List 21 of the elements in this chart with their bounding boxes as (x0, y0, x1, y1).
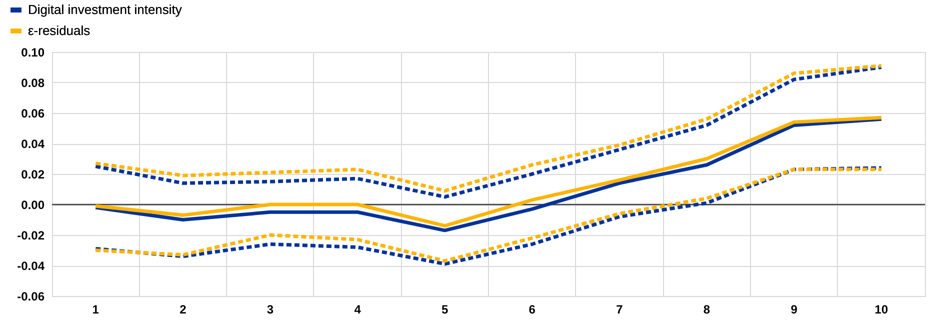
x-tick-label: 5 (442, 302, 449, 316)
y-tick-label: 0.02 (21, 168, 45, 182)
y-tick-label: -0.04 (17, 259, 45, 273)
y-tick-label: 0.10 (21, 46, 45, 60)
y-tick-label: -0.06 (17, 290, 45, 304)
x-tick-label: 6 (528, 302, 536, 316)
y-tick-label: -0.02 (17, 228, 45, 242)
x-tick-label: 3 (266, 302, 274, 316)
x-tick-label: 8 (703, 302, 710, 316)
legend-label: Digital investment intensity (28, 2, 182, 17)
x-tick-label: 4 (354, 302, 362, 316)
x-tick-label: 10 (874, 302, 888, 316)
y-tick-label: 0.00 (21, 198, 45, 212)
y-tick-label: 0.08 (21, 76, 45, 90)
x-tick-label: 9 (790, 302, 798, 316)
x-tick-label: 2 (180, 302, 187, 316)
legend-label: ε-residuals (28, 23, 91, 38)
x-tick-label: 7 (616, 302, 624, 316)
y-tick-label: 0.06 (21, 106, 45, 120)
y-tick-label: 0.04 (21, 137, 45, 151)
x-tick-label: 1 (92, 302, 100, 316)
